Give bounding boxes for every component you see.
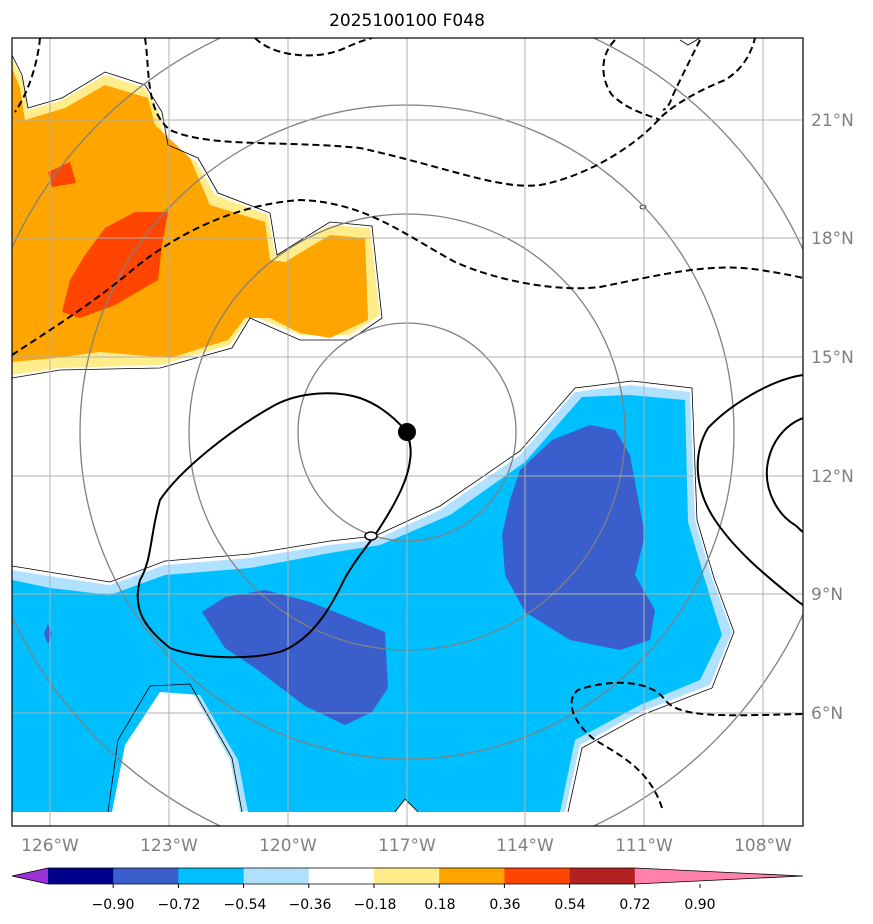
colorbar-extend-low [12,868,48,884]
lon-tick-label: 126°W [21,836,79,856]
positive-anomaly-spot [48,162,76,187]
lon-tick-label: 111°W [615,836,673,856]
dashed-contours [12,38,803,809]
colorbar: −0.90 −0.72 −0.54 −0.36 −0.18 0.18 0.36 … [11,867,804,913]
colorbar-segment [243,868,310,884]
colorbar-extend-high [634,868,803,884]
lat-tick-label: 21°N [811,111,854,131]
colorbar-tick-label: 0.18 [424,897,455,913]
lon-tick-label: 117°W [378,836,436,856]
track-marker-ellipse [364,531,378,541]
colorbar-segment [569,868,636,884]
lat-axis: 6°N 9°N 12°N 15°N 18°N 21°N [811,111,854,724]
lon-tick-label: 114°W [496,836,554,856]
lat-tick-label: 9°N [811,585,843,605]
solid-contours [136,374,803,659]
colorbar-tick-label: 0.90 [684,897,715,913]
map-area [12,38,803,826]
colorbar-segment [113,868,179,884]
colorbar-outline [11,867,804,885]
lon-axis: 126°W 123°W 120°W 117°W 114°W 111°W 108°… [21,836,792,856]
colorbar-tick-label: −0.36 [289,897,332,913]
lon-tick-label: 108°W [734,836,792,856]
storm-center-marker [398,423,416,441]
colorbar-tick-label: 0.54 [554,897,585,913]
colorbar-tick-label: −0.54 [224,897,267,913]
chart-title: 2025100100 F048 [329,11,485,31]
colorbar-segment [178,868,245,884]
lat-tick-label: 15°N [811,348,854,368]
colorbar-tick-label: 0.72 [619,897,650,913]
map-frame [11,37,804,827]
lat-tick-label: 12°N [811,467,854,487]
colorbar-segment [308,868,375,884]
colorbar-segment [439,868,505,884]
colorbar-segment [48,868,114,884]
colorbar-tick-label: −0.72 [158,897,201,913]
negative-anomaly-core-west [202,590,388,725]
colorbar-tick-label: −0.18 [354,897,397,913]
colorbar-segment [504,868,571,884]
lon-tick-label: 123°W [140,836,198,856]
colorbar-tick-label: 0.36 [489,897,520,913]
lon-tick-label: 120°W [259,836,317,856]
thin-contours [12,38,735,813]
lat-tick-label: 6°N [811,704,843,724]
colorbar-segment [374,868,440,884]
colorbar-tick-label: −0.90 [92,897,135,913]
lat-tick-label: 18°N [811,229,854,249]
